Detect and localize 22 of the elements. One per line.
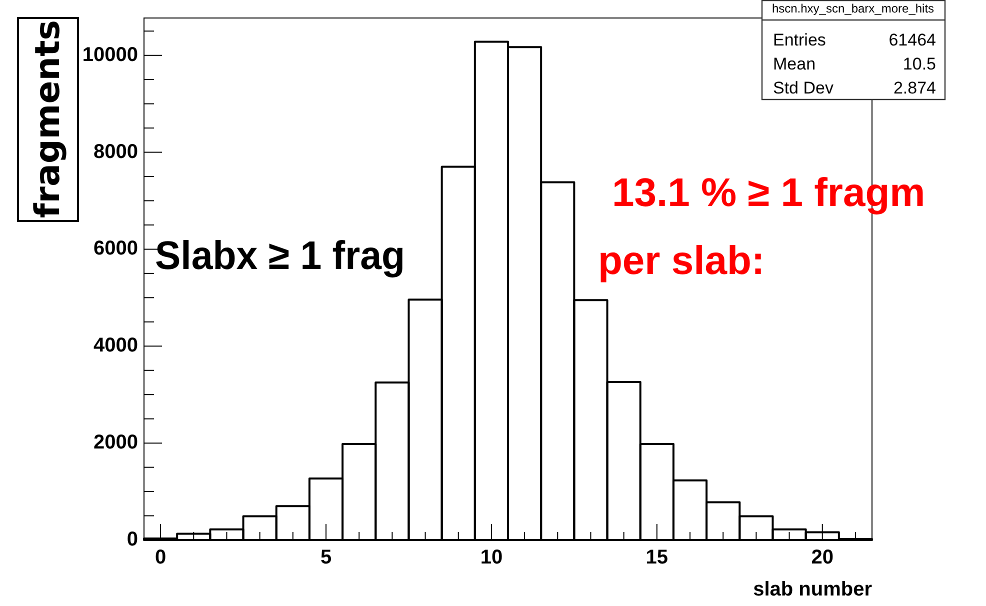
y-tick-label: 6000 — [94, 238, 138, 260]
x-tick-label: 20 — [811, 546, 834, 569]
x-tick-label: 0 — [154, 546, 166, 569]
y-tick-label: 0 — [126, 528, 138, 551]
x-axis-title: slab number — [753, 578, 872, 601]
x-tick-label: 15 — [646, 546, 668, 569]
chart-title: hscn.hxy_scn_barx_more_hits — [772, 1, 934, 16]
annotation: per slab: — [598, 239, 765, 284]
annotation: Slabx ≥ 1 frag — [155, 233, 405, 278]
y-tick-label: 4000 — [94, 334, 138, 357]
annotation: Std Dev — [773, 78, 834, 98]
y-tick-label: 8000 — [94, 140, 138, 163]
text: 10.5 — [902, 54, 936, 74]
x-tick-label: 10 — [480, 546, 503, 569]
y-axis-title: fragments — [28, 20, 68, 219]
text: 2.874 — [893, 78, 936, 98]
text: 61464 — [888, 30, 936, 50]
x-tick-label: 5 — [320, 546, 332, 569]
y-tick-label: 2000 — [94, 432, 138, 454]
annotation: Entries — [773, 30, 826, 50]
y-tick-label: 10000 — [82, 44, 138, 66]
annotation: Mean — [773, 54, 816, 74]
